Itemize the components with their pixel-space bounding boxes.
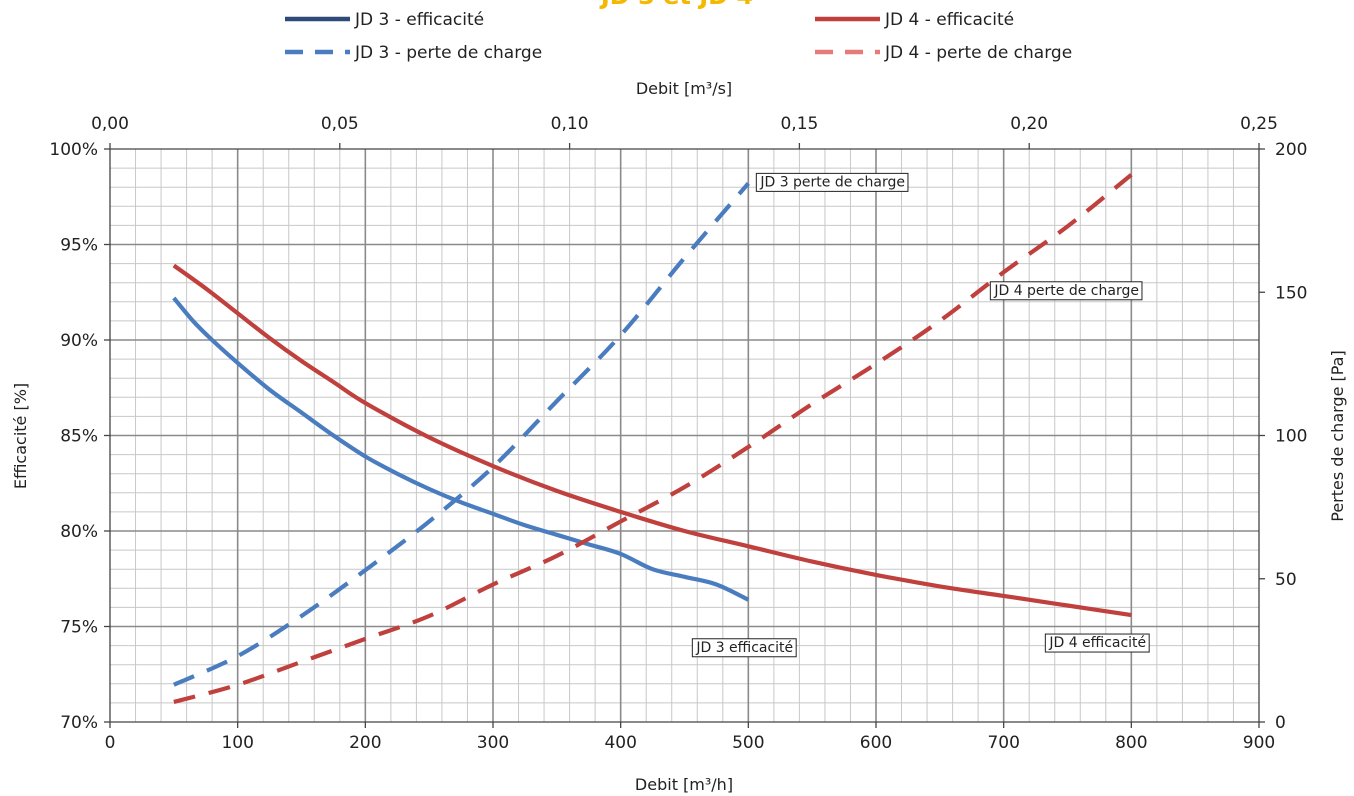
x-bottom-tick-label: 300 (477, 733, 509, 753)
x-bottom-tick-label: 100 (221, 733, 253, 753)
series-annotations: JD 3 efficacité JD 3 perte de charge JD 4 … (691, 172, 1150, 658)
x-bottom-tick-label: 900 (1243, 733, 1275, 753)
y-right-axis-title: Pertes de charge [Pa] (1328, 350, 1347, 521)
x-bottom-tick-label: 800 (1115, 733, 1147, 753)
annotation-label-jd-3-perte-de-charge: JD 3 perte de charge (759, 174, 905, 190)
major-gridlines (110, 149, 1259, 722)
legend-label-jd4-perte-de-charge: JD 4 - perte de charge (884, 43, 1072, 63)
legend-label-jd3-perte-de-charge: JD 3 - perte de charge (354, 43, 542, 63)
y-left-tick-label: 75% (60, 618, 98, 638)
legend: JD 3 - efficacité JD 3 - perte de charge… (285, 10, 1072, 63)
y-left-tick-label: 85% (60, 427, 98, 447)
y-left-tick-label: 95% (60, 236, 98, 256)
y-right-tick-label: 200 (1275, 140, 1307, 160)
x-bottom-tick-label: 400 (604, 733, 636, 753)
annotation-label-jd-3-efficacit: JD 3 efficacité (695, 640, 793, 656)
y-left-axis-title: Efficacité [%] (11, 383, 30, 489)
x-top-tick-label: 0,10 (551, 114, 589, 134)
x-bottom-axis-title: Debit [m³/h] (635, 775, 733, 794)
annotation-box-jd-3-perte-de-charge (755, 172, 909, 192)
series-line-jd-3-efficacit (172, 296, 750, 602)
series-line-jd-3-perte-de-charge (172, 182, 750, 687)
y-left-tick-label: 80% (60, 522, 98, 542)
x-bottom-tick-label: 600 (860, 733, 892, 753)
x-top-tick-label: 0,05 (321, 114, 359, 134)
x-top-tick-label: 0,25 (1240, 114, 1278, 134)
y-right-tick-label: 0 (1275, 713, 1286, 733)
x-bottom-tick-label: 200 (349, 733, 381, 753)
series-layer (172, 173, 1133, 704)
y-right-tick-label: 100 (1275, 427, 1307, 447)
x-bottom-tick-label: 500 (732, 733, 764, 753)
y-left-tick-label: 70% (60, 713, 98, 733)
y-right-tick-label: 150 (1275, 283, 1307, 303)
annotation-box-jd-3-efficacit (691, 638, 797, 658)
series-line-jd-4-perte-de-charge (173, 173, 1133, 704)
y-left-tick-label: 100% (49, 140, 98, 160)
series-line-jd-4-efficacit (172, 263, 1132, 618)
x-top-tick-label: 0,00 (91, 114, 129, 134)
annotation-box-jd-4-efficacit (1044, 633, 1150, 653)
y-left-tick-label: 90% (60, 331, 98, 351)
x-top-tick-label: 0,20 (1010, 114, 1048, 134)
x-top-axis-title: Debit [m³/s] (636, 79, 732, 98)
annotation-label-jd-4-perte-de-charge: JD 4 perte de charge (993, 283, 1139, 299)
chart-title: JD 3 et JD 4 (599, 0, 753, 10)
legend-label-jd3-efficacite: JD 3 - efficacité (354, 10, 484, 30)
x-bottom-tick-label: 0 (105, 733, 116, 753)
axes (104, 143, 1265, 728)
annotation-label-jd-4-efficacit: JD 4 efficacité (1048, 635, 1146, 651)
x-top-tick-label: 0,15 (780, 114, 818, 134)
x-bottom-tick-label: 700 (987, 733, 1019, 753)
annotation-box-jd-4-perte-de-charge (989, 281, 1143, 301)
legend-label-jd4-efficacite: JD 4 - efficacité (884, 10, 1014, 30)
y-right-tick-label: 50 (1275, 570, 1297, 590)
